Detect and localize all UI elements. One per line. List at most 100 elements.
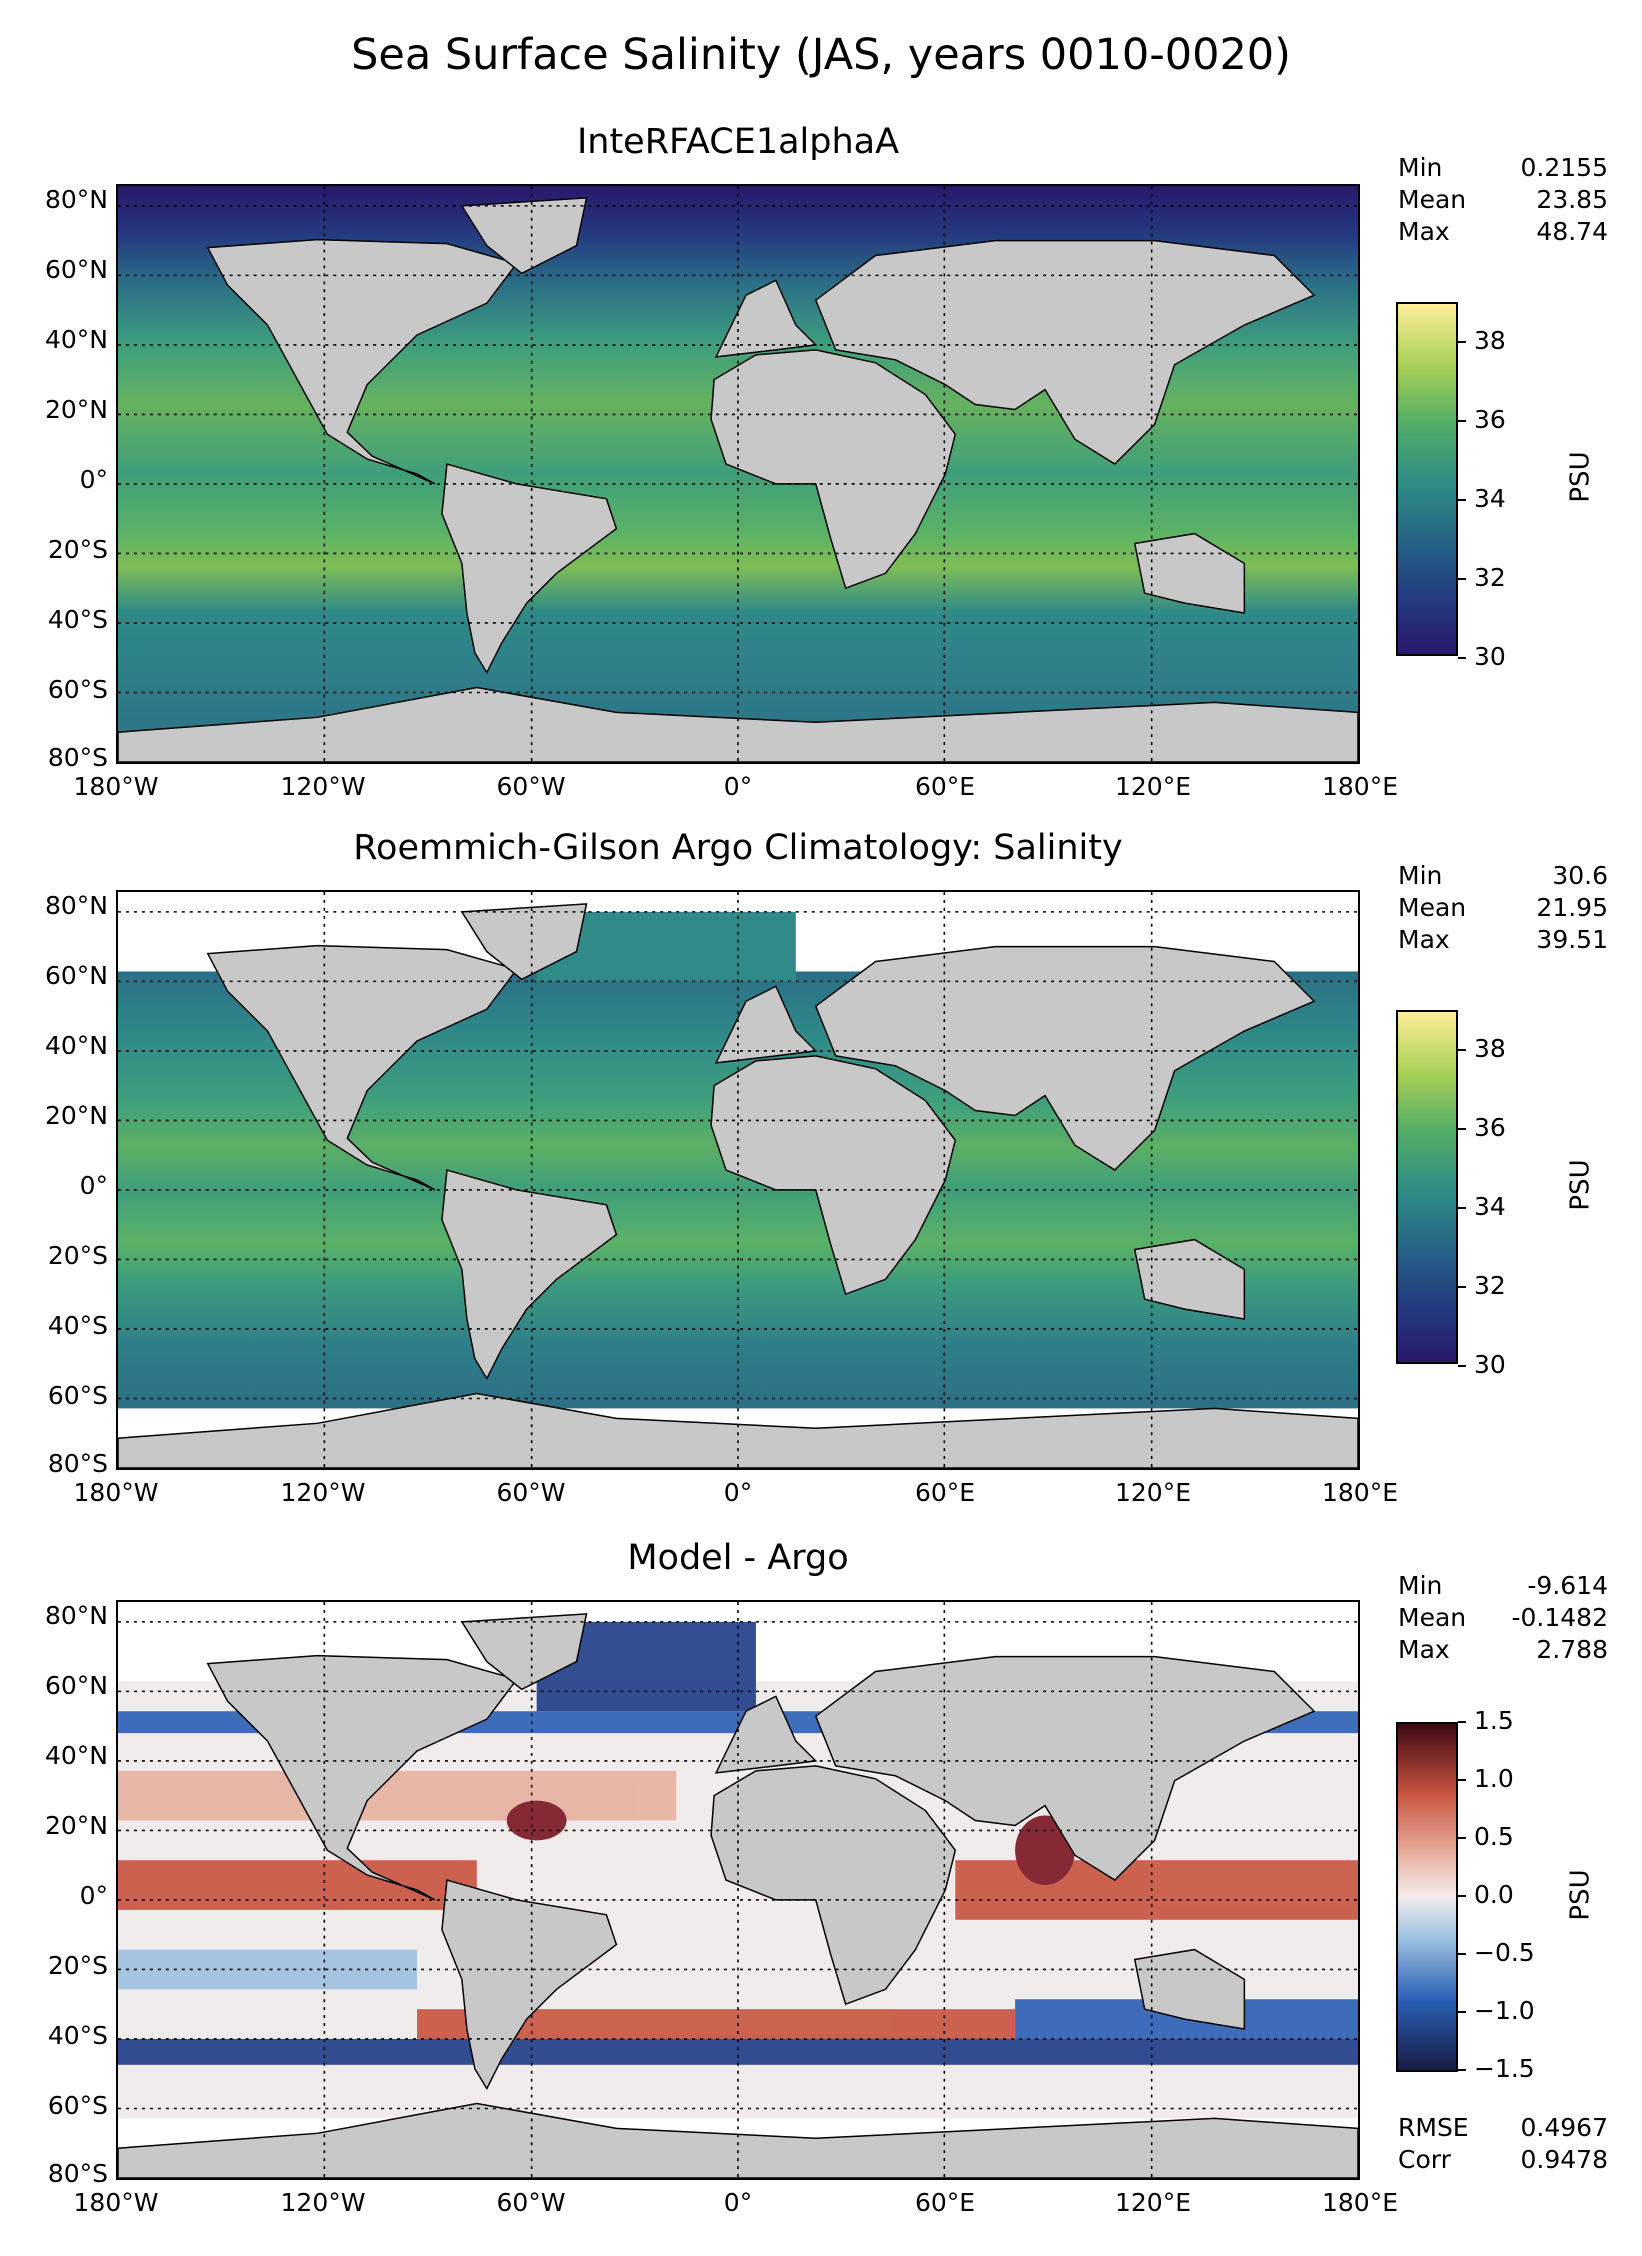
- colorbar-tick: −1.0: [1458, 1996, 1535, 2025]
- panel-2-colorbar: [1396, 1010, 1458, 1364]
- panel-3-colorbar: [1396, 1722, 1458, 2072]
- stat-value: 0.2155: [1520, 153, 1608, 182]
- colorbar-tick: 30: [1458, 642, 1506, 671]
- lat-label: 40°N: [44, 1741, 108, 1770]
- lat-label: 40°N: [44, 325, 108, 354]
- stat-value: 39.51: [1536, 925, 1608, 954]
- lon-label: 0°: [723, 2188, 753, 2217]
- lon-label: 0°: [723, 1478, 753, 1507]
- lon-label: 60°E: [914, 772, 976, 801]
- lon-label: 0°: [723, 772, 753, 801]
- stat-value: -9.614: [1527, 1571, 1608, 1600]
- panel-3-extra-stats: RMSE 0.4967 Corr 0.9478: [1398, 2112, 1608, 2176]
- panel-1-stats: Min 0.2155 Mean 23.85 Max 48.74: [1398, 152, 1608, 248]
- lon-label: 60°E: [914, 2188, 976, 2217]
- colorbar-tick: 34: [1458, 1192, 1506, 1221]
- stat-label: Min: [1398, 153, 1443, 182]
- lon-label: 180°E: [1321, 772, 1398, 801]
- stat-label: Max: [1398, 1635, 1450, 1664]
- panel-2-title: Roemmich-Gilson Argo Climatology: Salini…: [353, 828, 1123, 868]
- stat-value: -0.1482: [1511, 1603, 1609, 1632]
- stat-value: 2.788: [1536, 1635, 1608, 1664]
- colorbar-tick: −0.5: [1458, 1938, 1535, 1967]
- lat-label: 60°N: [44, 1671, 108, 1700]
- lon-label: 60°W: [496, 2188, 566, 2217]
- stat-label: Mean: [1398, 1603, 1467, 1632]
- panel-1-map[interactable]: [116, 184, 1360, 764]
- colorbar-tick: 30: [1458, 1350, 1506, 1379]
- stat-value: 21.95: [1536, 893, 1608, 922]
- stat-label: Min: [1398, 1571, 1443, 1600]
- lat-label: 80°N: [44, 185, 108, 214]
- lat-label: 40°S: [47, 605, 108, 634]
- lat-label: 20°N: [44, 395, 108, 424]
- panel-1-colorbar: [1396, 302, 1458, 656]
- lat-label: 80°S: [47, 1449, 108, 1478]
- lat-label: 80°S: [47, 2159, 108, 2188]
- lat-label: 60°S: [47, 675, 108, 704]
- colorbar-tick: 36: [1458, 1113, 1506, 1142]
- colorbar-tick: 0.5: [1458, 1822, 1514, 1851]
- lon-label: 120°W: [280, 772, 366, 801]
- lat-label: 60°S: [47, 2091, 108, 2120]
- colorbar-tick: 36: [1458, 405, 1506, 434]
- lat-label: 80°S: [47, 743, 108, 772]
- stat-label: RMSE: [1398, 2113, 1469, 2142]
- stat-value: 23.85: [1536, 185, 1608, 214]
- colorbar-label: PSU: [1565, 1869, 1596, 1921]
- colorbar-tick: 32: [1458, 563, 1506, 592]
- lon-label: 60°W: [496, 772, 566, 801]
- lat-label: 20°S: [47, 1241, 108, 1270]
- lat-label: 0°: [79, 465, 108, 494]
- lat-label: 60°N: [44, 255, 108, 284]
- panel-2-stats: Min 30.6 Mean 21.95 Max 39.51: [1398, 860, 1608, 956]
- panel-3-stats: Min -9.614 Mean -0.1482 Max 2.788: [1398, 1570, 1608, 1666]
- stat-value: 0.4967: [1520, 2113, 1608, 2142]
- stat-value: 30.6: [1552, 861, 1608, 890]
- lat-label: 0°: [79, 1881, 108, 1910]
- stat-label: Mean: [1398, 185, 1467, 214]
- stat-value: 48.74: [1536, 217, 1608, 246]
- colorbar-label: PSU: [1565, 1159, 1596, 1211]
- lon-label: 180°W: [73, 772, 159, 801]
- lat-label: 40°N: [44, 1031, 108, 1060]
- lat-label: 80°N: [44, 1601, 108, 1630]
- colorbar-tick: 38: [1458, 1034, 1506, 1063]
- lat-label: 60°S: [47, 1381, 108, 1410]
- lon-label: 120°E: [1114, 1478, 1191, 1507]
- colorbar-tick: 32: [1458, 1271, 1506, 1300]
- stat-label: Min: [1398, 861, 1443, 890]
- lon-label: 120°W: [280, 1478, 366, 1507]
- colorbar-tick: 0.0: [1458, 1880, 1514, 1909]
- lon-label: 120°E: [1114, 772, 1191, 801]
- lat-label: 20°N: [44, 1101, 108, 1130]
- lat-label: 20°S: [47, 535, 108, 564]
- panel-2-map[interactable]: [116, 890, 1360, 1470]
- lat-label: 40°S: [47, 2021, 108, 2050]
- stat-value: 0.9478: [1520, 2145, 1608, 2174]
- lon-label: 180°E: [1321, 1478, 1398, 1507]
- colorbar-tick: 34: [1458, 484, 1506, 513]
- colorbar-label: PSU: [1565, 451, 1596, 503]
- lat-label: 40°S: [47, 1311, 108, 1340]
- colorbar-tick: 38: [1458, 326, 1506, 355]
- panel-1-title: InteRFACE1alphaA: [576, 122, 900, 162]
- stat-label: Corr: [1398, 2145, 1451, 2174]
- panel-3-title: Model - Argo: [627, 1538, 849, 1578]
- lon-label: 120°E: [1114, 2188, 1191, 2217]
- lon-label: 180°W: [73, 1478, 159, 1507]
- colorbar-tick: −1.5: [1458, 2054, 1535, 2083]
- lon-label: 120°W: [280, 2188, 366, 2217]
- figure-title: Sea Surface Salinity (JAS, years 0010-00…: [351, 30, 1291, 80]
- lat-label: 20°S: [47, 1951, 108, 1980]
- stat-label: Mean: [1398, 893, 1467, 922]
- lon-label: 60°W: [496, 1478, 566, 1507]
- stat-label: Max: [1398, 925, 1450, 954]
- lon-label: 60°E: [914, 1478, 976, 1507]
- lat-label: 60°N: [44, 961, 108, 990]
- panel-3-map[interactable]: [116, 1600, 1360, 2180]
- stat-label: Max: [1398, 217, 1450, 246]
- lon-label: 180°W: [73, 2188, 159, 2217]
- lat-label: 0°: [79, 1171, 108, 1200]
- lat-label: 20°N: [44, 1811, 108, 1840]
